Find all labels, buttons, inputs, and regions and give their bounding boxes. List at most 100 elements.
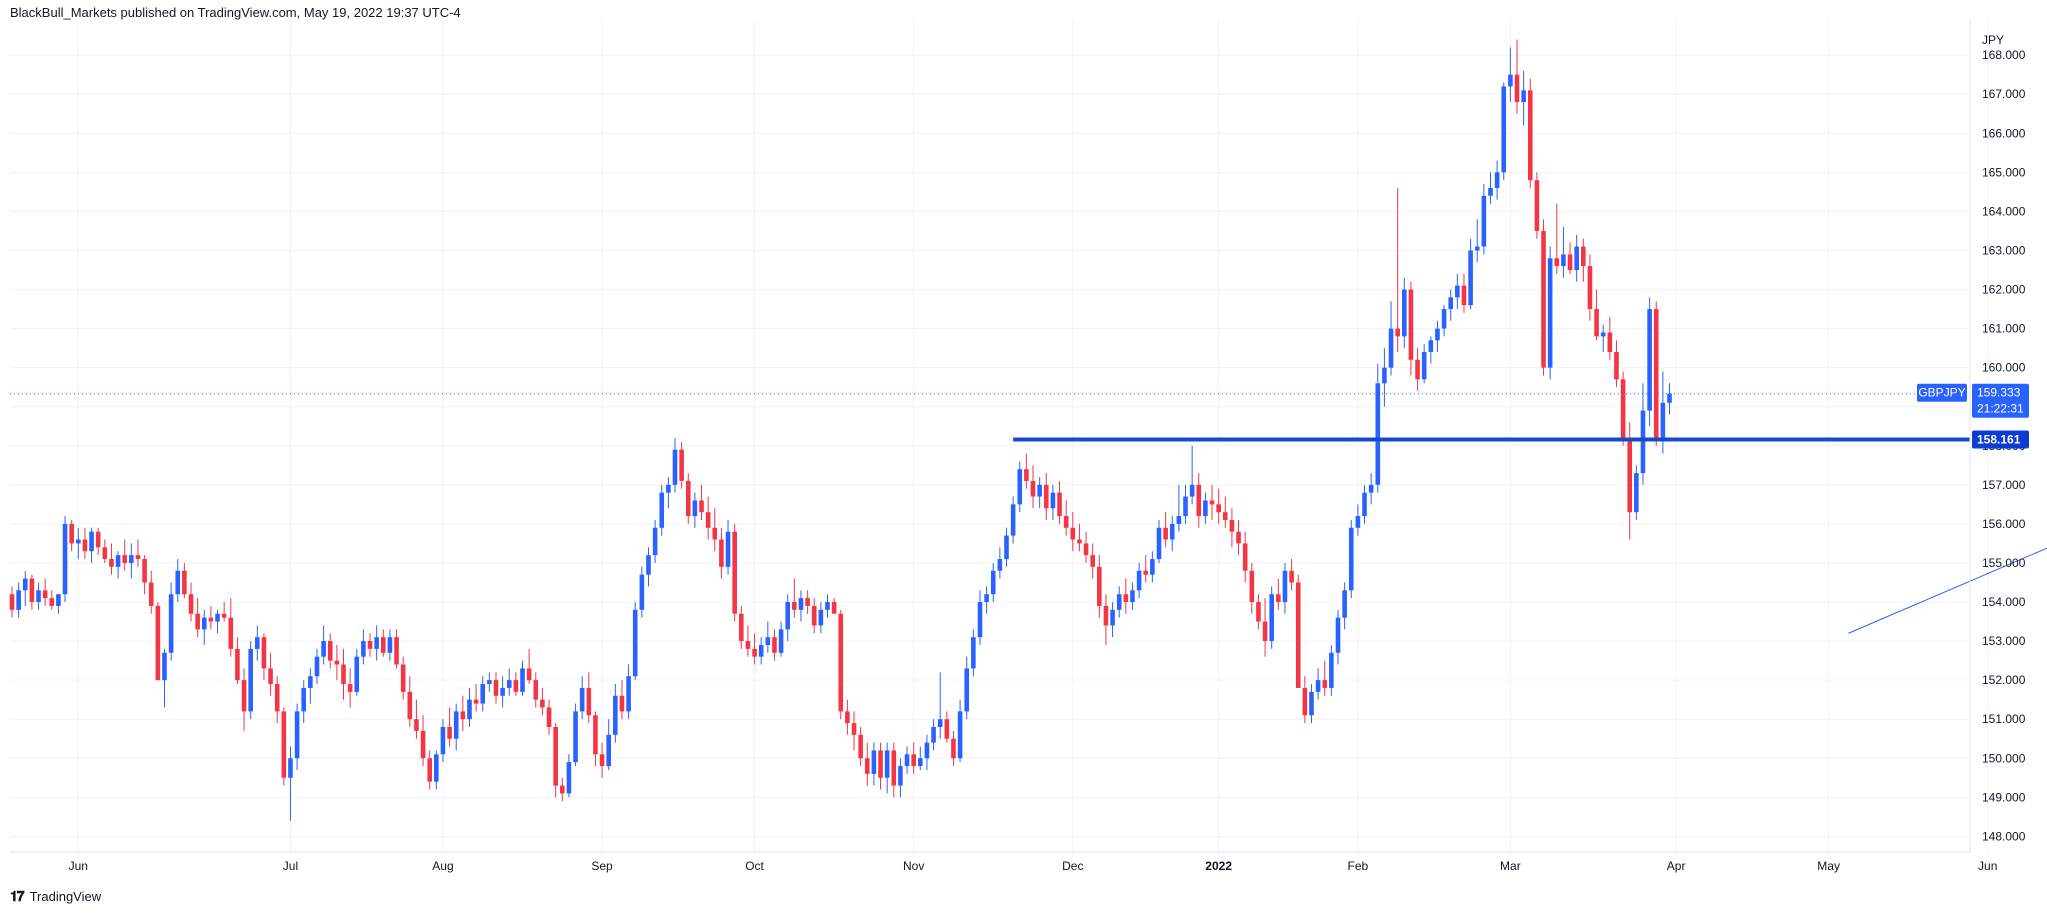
candle xyxy=(1574,234,1579,282)
candle-body xyxy=(891,750,897,786)
candle xyxy=(520,660,525,696)
candle-body xyxy=(16,590,21,610)
candle-body xyxy=(692,500,698,517)
x-tick-label: Aug xyxy=(432,859,453,873)
candle xyxy=(1309,684,1314,724)
candle-body xyxy=(1627,437,1633,513)
candle xyxy=(1057,480,1062,524)
candle-body xyxy=(135,555,141,560)
candle xyxy=(725,519,731,575)
drawing-overlays xyxy=(10,393,2047,634)
candle-body xyxy=(1408,289,1414,360)
candle xyxy=(944,711,950,743)
candle xyxy=(1375,363,1381,493)
candle xyxy=(964,656,970,720)
candle-body xyxy=(659,492,665,528)
candle xyxy=(739,605,744,649)
candle xyxy=(1634,465,1639,520)
candle xyxy=(361,629,366,665)
candle-body xyxy=(274,684,280,712)
candle xyxy=(1421,344,1427,384)
candle xyxy=(719,527,724,579)
candle xyxy=(1269,586,1274,649)
y-tick-label: 149.000 xyxy=(1982,790,2026,804)
candle-body xyxy=(1116,594,1122,610)
candle xyxy=(1534,172,1540,239)
candle-body xyxy=(1269,594,1274,642)
candle-body xyxy=(62,523,68,595)
candle-body xyxy=(1315,680,1321,692)
candle-body xyxy=(1063,516,1069,528)
candle xyxy=(652,519,658,563)
candle-body xyxy=(394,637,399,665)
candle-body xyxy=(1043,484,1049,509)
candle xyxy=(387,629,393,661)
candle xyxy=(334,644,340,681)
x-tick-label: Apr xyxy=(1667,859,1686,873)
candle-body xyxy=(42,590,48,599)
candle-body xyxy=(1640,410,1646,474)
candle-body xyxy=(1348,527,1354,591)
candle xyxy=(659,484,665,536)
candle-body xyxy=(632,609,638,677)
candle-body xyxy=(825,602,830,610)
candle xyxy=(1163,512,1168,548)
candle-body xyxy=(1289,570,1294,583)
candle xyxy=(122,539,128,571)
candle xyxy=(712,508,718,552)
candle xyxy=(76,527,81,560)
candle-body xyxy=(851,723,857,735)
candle xyxy=(1103,594,1109,645)
candle xyxy=(1614,340,1619,388)
y-tick-label: 148.000 xyxy=(1982,829,2026,843)
candle xyxy=(752,633,757,665)
candle-body xyxy=(951,738,956,759)
candle-body xyxy=(944,719,950,739)
candle xyxy=(1030,465,1036,509)
tradingview-footer[interactable]: 𝟏𝟕 TradingView xyxy=(10,888,101,905)
chart-grid xyxy=(10,20,1989,852)
candle xyxy=(579,676,585,720)
candle-body xyxy=(1262,621,1268,642)
candle xyxy=(1647,297,1652,427)
candle-body xyxy=(341,664,346,685)
candle-body xyxy=(937,719,943,728)
candle-body xyxy=(705,512,711,528)
candle xyxy=(1256,594,1261,630)
candle-body xyxy=(347,684,353,692)
candle-body xyxy=(460,711,466,720)
candle-body xyxy=(818,609,824,626)
candle xyxy=(9,586,15,618)
candle-body xyxy=(1342,590,1347,618)
candle-body xyxy=(1103,605,1109,626)
candle xyxy=(281,707,287,786)
publish-info: BlackBull_Markets published on TradingVi… xyxy=(10,5,461,20)
candle-body xyxy=(546,707,552,728)
candle xyxy=(268,652,273,696)
candle-body xyxy=(1322,680,1328,688)
candle xyxy=(162,648,167,708)
candle-body xyxy=(89,531,94,552)
candle-body xyxy=(1010,504,1016,536)
candle xyxy=(931,719,936,751)
currency-label: JPY xyxy=(1982,33,2004,47)
candle xyxy=(990,562,996,603)
candle-body xyxy=(1169,523,1175,540)
candle xyxy=(1249,562,1255,614)
candle xyxy=(42,578,48,606)
candle xyxy=(851,711,857,751)
y-tick-label: 151.000 xyxy=(1982,712,2026,726)
candle-body xyxy=(1455,285,1460,298)
candle-body xyxy=(533,680,539,700)
candle xyxy=(1587,254,1593,321)
candle xyxy=(1196,473,1202,528)
candle-body xyxy=(447,727,452,739)
candle-body xyxy=(745,641,751,649)
candle-body xyxy=(778,629,784,653)
candle-body xyxy=(288,758,293,778)
candle xyxy=(772,629,777,661)
candle xyxy=(1295,574,1301,688)
candle xyxy=(845,699,850,735)
candle xyxy=(1481,184,1487,255)
